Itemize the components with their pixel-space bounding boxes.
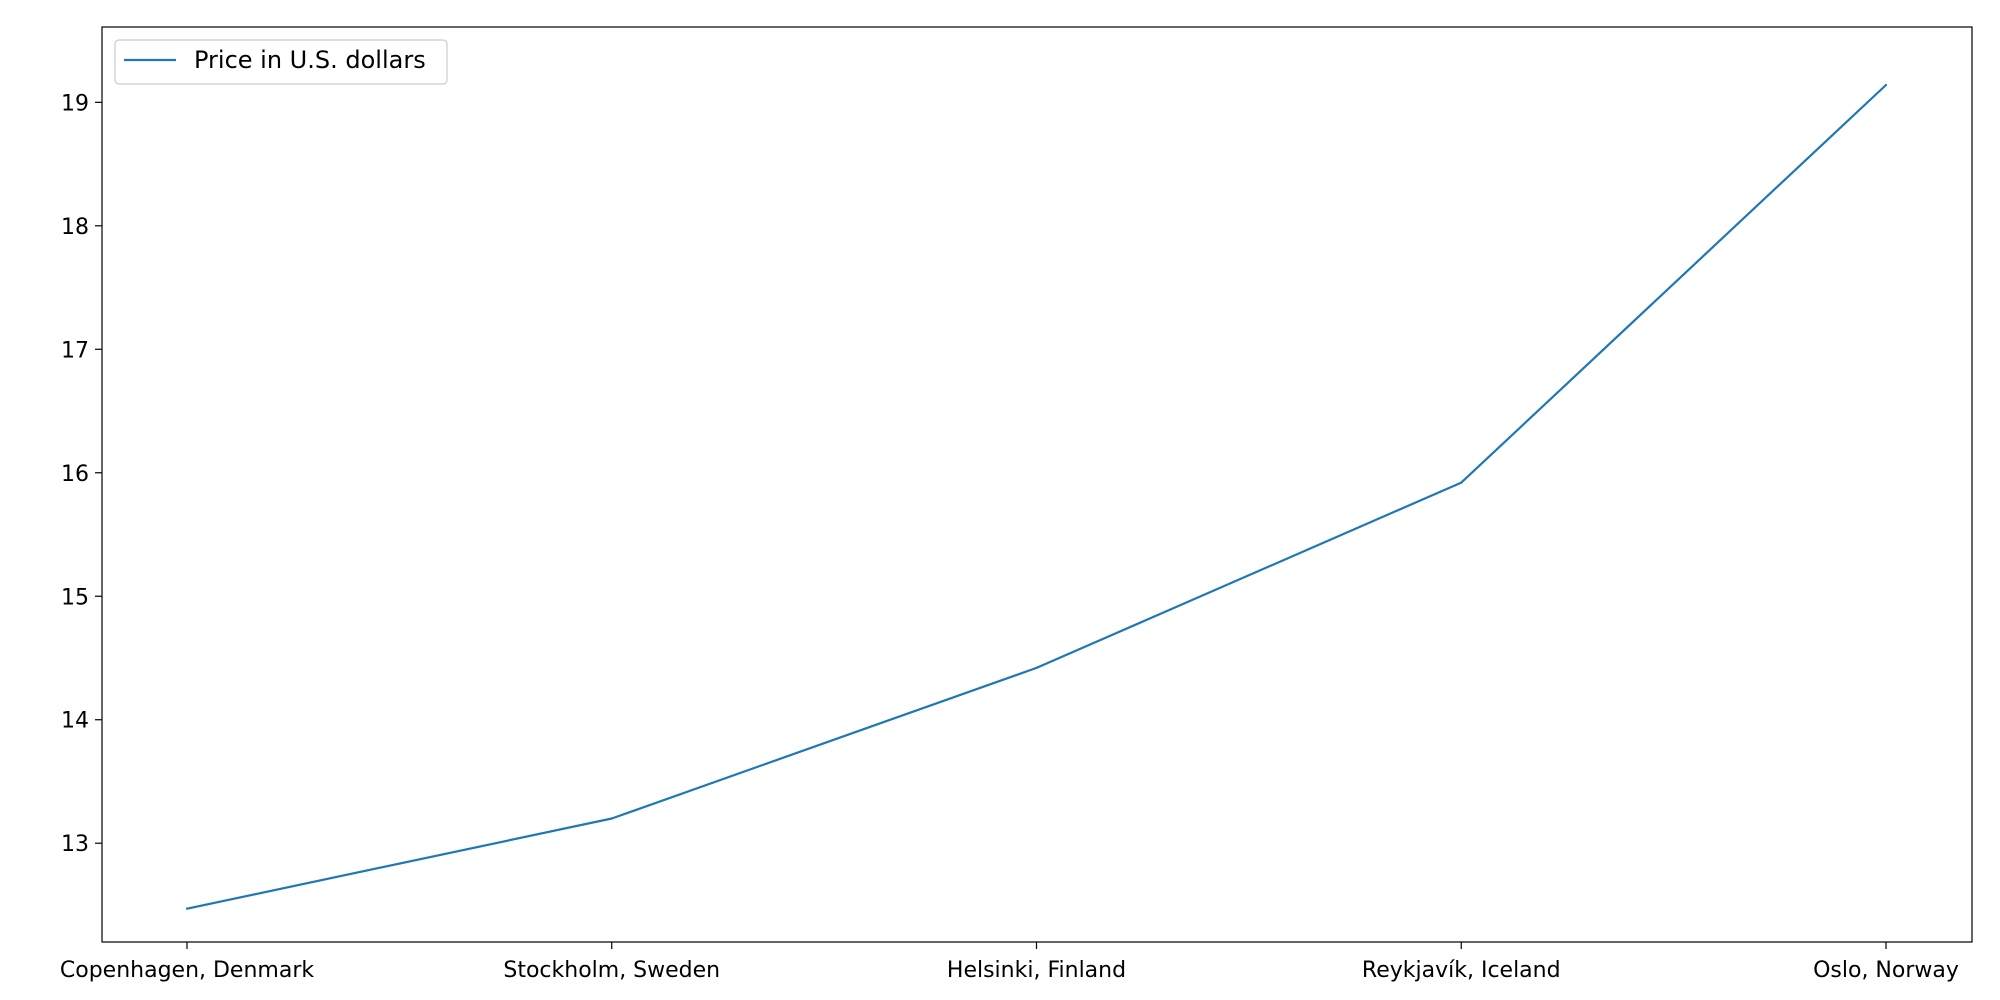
y-tick-label: 15: [61, 585, 89, 610]
y-tick-label: 13: [61, 832, 89, 857]
data-point: [1884, 83, 1888, 87]
legend-label: Price in U.S. dollars: [194, 46, 426, 74]
x-axis: Copenhagen, Denmark Stockholm, Sweden Hels…: [60, 942, 1959, 983]
x-tick-label: Copenhagen, Denmark: [60, 958, 314, 983]
y-tick-label: 19: [61, 91, 89, 116]
data-point: [1035, 666, 1038, 669]
data-point: [610, 817, 613, 820]
data-point: [185, 907, 189, 910]
y-tick-label: 17: [61, 338, 89, 363]
y-tick-label: 18: [61, 215, 89, 240]
y-tick-label: 14: [61, 709, 89, 734]
y-axis: 13 14 15 16 17 18 19: [61, 91, 102, 857]
legend-box: [114, 39, 448, 85]
x-tick-label: Helsinki, Finland: [947, 958, 1126, 983]
x-tick-label: Stockholm, Sweden: [503, 958, 720, 983]
legend: Price in U.S. dollars: [114, 39, 448, 85]
y-tick-label: 16: [61, 462, 89, 487]
x-tick-label: Oslo, Norway: [1813, 958, 1959, 983]
data-point: [1460, 481, 1463, 484]
plot-frame: [101, 26, 1973, 943]
series-layer: [185, 83, 1888, 910]
x-tick-label: Reykjavík, Iceland: [1362, 958, 1561, 983]
